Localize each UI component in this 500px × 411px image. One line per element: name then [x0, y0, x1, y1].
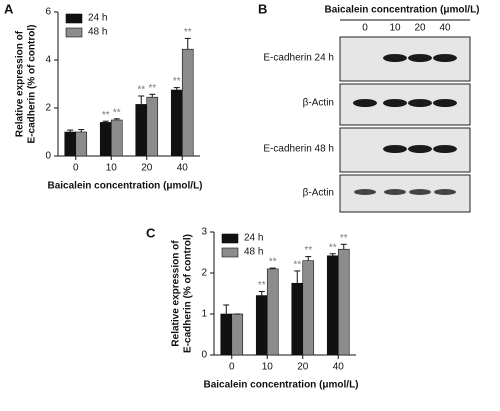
significance-label: ** — [137, 85, 145, 96]
error-bar — [149, 93, 156, 98]
significance-label: ** — [148, 83, 156, 94]
bar — [170, 89, 183, 157]
y-tick-label: 2 — [45, 103, 51, 114]
y-axis-label: E-cadherin (% of control) — [27, 25, 38, 144]
bar — [220, 313, 233, 356]
western-blot: Baicalein concentration (μmol/L) 0 10 20… — [263, 5, 480, 213]
error-bar — [329, 253, 336, 256]
bar — [326, 255, 339, 356]
error-bar — [258, 290, 265, 296]
bar — [99, 122, 112, 157]
significance-label: ** — [269, 257, 277, 268]
error-bar — [173, 87, 180, 90]
y-tick-label: 1 — [201, 309, 207, 320]
error-bar — [294, 270, 301, 284]
x-axis-label: Baicalein concentration (μmol/L) — [203, 380, 358, 391]
significance-label: ** — [340, 233, 348, 244]
y-tick-label: 0 — [45, 151, 51, 162]
row-label: E-cadherin 48 h — [263, 144, 334, 155]
significance-label: ** — [184, 27, 192, 38]
panel-letter: A — [4, 1, 14, 16]
panel-letter: C — [146, 225, 156, 240]
x-tick-label: 40 — [177, 163, 189, 174]
lane-label: 40 — [439, 23, 451, 34]
legend-swatch — [221, 233, 239, 244]
error-bar — [269, 267, 276, 269]
legend-label: 24 h — [88, 13, 107, 24]
y-tick-label: 4 — [45, 55, 51, 66]
x-tick-label: 20 — [141, 163, 153, 174]
error-bar — [102, 120, 109, 123]
x-axis-label: Baicalein concentration (μmol/L) — [47, 181, 202, 192]
x-tick-label: 0 — [229, 362, 235, 373]
blot-title: Baicalein concentration (μmol/L) — [324, 5, 479, 16]
error-bar — [78, 129, 85, 132]
bar — [135, 104, 148, 157]
x-tick-label: 20 — [297, 362, 309, 373]
bar — [181, 48, 194, 157]
bar — [255, 295, 268, 356]
significance-label: ** — [304, 245, 312, 256]
row-label: β-Actin — [303, 188, 334, 199]
lane-label: 10 — [389, 23, 401, 34]
error-bar — [340, 243, 347, 250]
row-label: E-cadherin 24 h — [263, 53, 334, 64]
error-bar — [223, 304, 230, 314]
bar — [64, 131, 77, 157]
y-axis-label: Relative expression of — [171, 240, 182, 347]
legend-swatch — [65, 13, 83, 24]
y-tick-label: 0 — [201, 350, 207, 361]
bar — [75, 131, 88, 157]
panel-letter: B — [258, 1, 267, 16]
significance-label: ** — [329, 242, 337, 253]
legend-swatch — [65, 27, 83, 38]
y-axis-label: E-cadherin (% of control) — [183, 234, 194, 353]
significance-label: ** — [113, 107, 121, 118]
bar — [146, 96, 159, 157]
significance-label: ** — [258, 280, 266, 291]
legend-label: 24 h — [244, 233, 263, 244]
bar — [110, 119, 123, 157]
error-bar — [138, 95, 145, 105]
x-tick-label: 40 — [333, 362, 345, 373]
legend-label: 48 h — [244, 247, 263, 258]
bar — [291, 282, 304, 356]
bar — [337, 248, 350, 356]
y-axis-label: Relative expression of — [15, 30, 26, 137]
error-bar — [67, 129, 74, 132]
lane-label: 0 — [362, 23, 368, 34]
error-bar — [113, 118, 120, 120]
y-tick-label: 3 — [201, 227, 207, 238]
x-tick-label: 10 — [262, 362, 274, 373]
significance-label: ** — [293, 260, 301, 271]
y-tick-label: 6 — [45, 7, 51, 18]
legend-swatch — [221, 247, 239, 258]
bar — [302, 260, 315, 356]
significance-label: ** — [102, 110, 110, 121]
x-tick-label: 10 — [106, 163, 118, 174]
legend-label: 48 h — [88, 27, 107, 38]
bar — [231, 313, 244, 356]
error-bar — [184, 37, 191, 50]
y-tick-label: 2 — [201, 268, 207, 279]
x-tick-label: 0 — [73, 163, 79, 174]
error-bar — [305, 256, 312, 261]
bar — [266, 268, 279, 356]
bands — [353, 54, 457, 153]
row-label: β-Actin — [303, 98, 334, 109]
lane-label: 20 — [414, 23, 426, 34]
bands — [354, 189, 456, 195]
significance-label: ** — [173, 76, 181, 87]
